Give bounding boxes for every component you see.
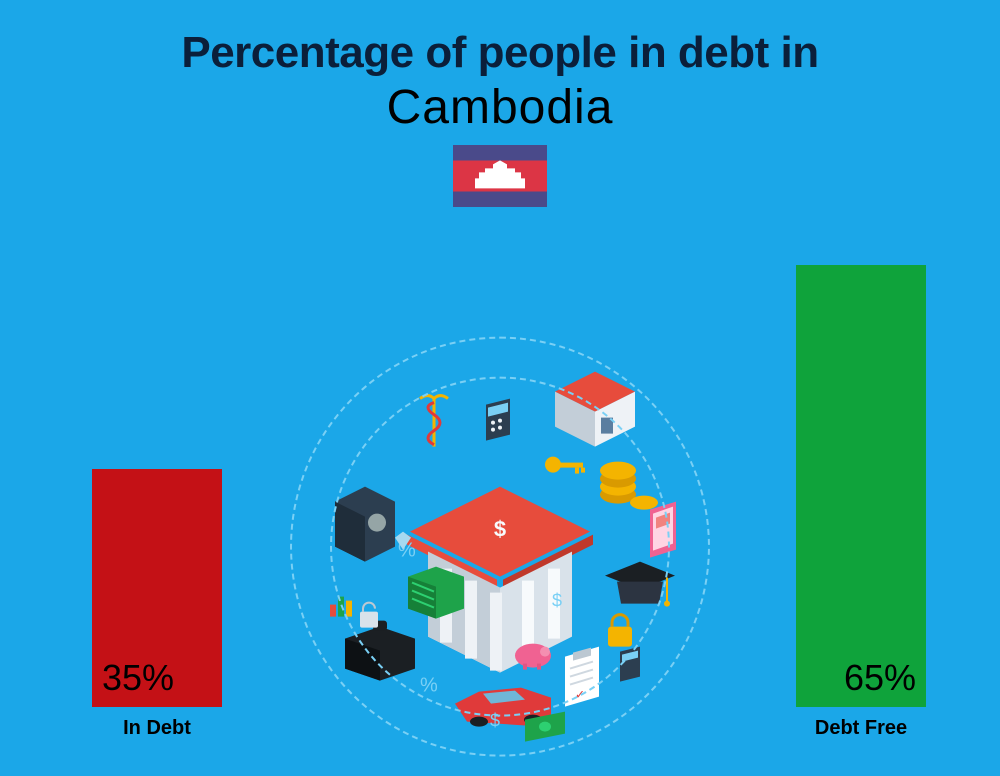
bar-in-debt-value: 35% [102, 657, 174, 699]
bar-debt-free-value: 65% [844, 657, 916, 699]
orbit-inner [330, 377, 670, 717]
bar-debt-free-caption: Debt Free [796, 717, 926, 740]
chart-area: 35% In Debt 65% Debt Free [0, 250, 1000, 776]
title-line2: Cambodia [0, 80, 1000, 135]
bar-in-debt-caption: In Debt [92, 717, 222, 740]
bar-in-debt: 35% [92, 469, 222, 707]
center-illustration: $ [290, 337, 710, 757]
bar-debt-free-wrap: 65% Debt Free [796, 265, 926, 740]
title-line1: Percentage of people in debt in [0, 28, 1000, 78]
flag-cambodia [453, 145, 547, 207]
title-block: Percentage of people in debt in Cambodia [0, 0, 1000, 207]
bar-in-debt-wrap: 35% In Debt [92, 469, 222, 740]
bar-debt-free: 65% [796, 265, 926, 707]
